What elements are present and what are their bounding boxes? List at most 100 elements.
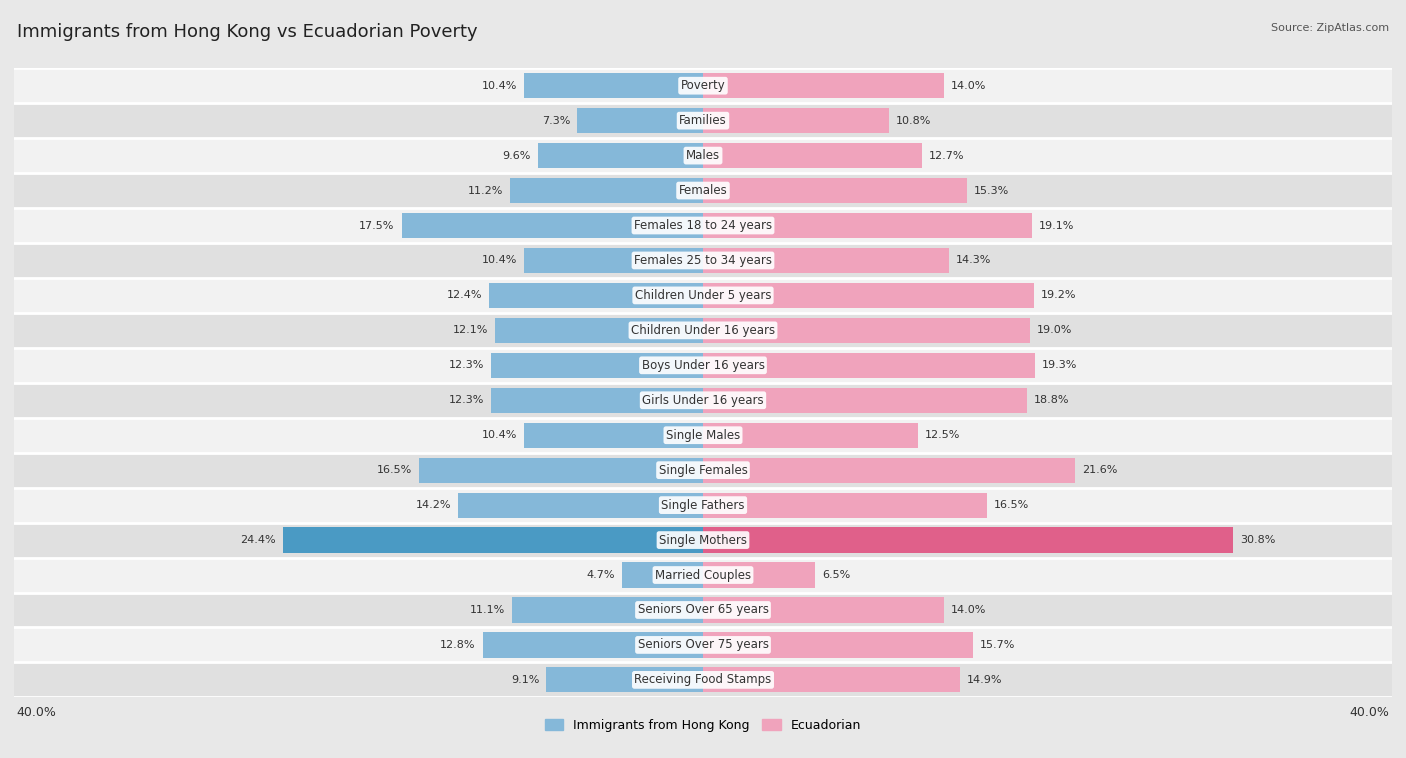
Bar: [547, 667, 703, 693]
Text: 14.3%: 14.3%: [956, 255, 991, 265]
Bar: [14, 383, 1392, 418]
Text: Females 25 to 34 years: Females 25 to 34 years: [634, 254, 772, 267]
Bar: [524, 248, 703, 273]
Text: 19.2%: 19.2%: [1040, 290, 1076, 300]
Bar: [512, 597, 703, 622]
Bar: [703, 108, 889, 133]
Text: Source: ZipAtlas.com: Source: ZipAtlas.com: [1271, 23, 1389, 33]
Bar: [578, 108, 703, 133]
Text: Single Males: Single Males: [666, 429, 740, 442]
Text: 15.7%: 15.7%: [980, 640, 1015, 650]
Bar: [703, 458, 1076, 483]
Bar: [489, 283, 703, 308]
Bar: [621, 562, 703, 587]
Text: 40.0%: 40.0%: [17, 706, 56, 719]
Bar: [14, 138, 1392, 173]
Bar: [14, 278, 1392, 313]
Text: 12.4%: 12.4%: [447, 290, 482, 300]
Bar: [14, 313, 1392, 348]
Text: 12.7%: 12.7%: [928, 151, 965, 161]
Text: Receiving Food Stamps: Receiving Food Stamps: [634, 673, 772, 687]
Bar: [14, 453, 1392, 487]
Bar: [14, 522, 1392, 558]
Text: 10.4%: 10.4%: [482, 255, 517, 265]
Text: 11.2%: 11.2%: [468, 186, 503, 196]
Bar: [14, 628, 1392, 662]
Text: Children Under 16 years: Children Under 16 years: [631, 324, 775, 337]
Text: 12.1%: 12.1%: [453, 325, 488, 335]
Bar: [703, 493, 987, 518]
Bar: [703, 667, 960, 693]
Bar: [491, 352, 703, 378]
Bar: [703, 283, 1033, 308]
Text: 12.3%: 12.3%: [449, 360, 484, 371]
Bar: [482, 632, 703, 657]
Text: 14.9%: 14.9%: [966, 675, 1002, 685]
Text: Seniors Over 65 years: Seniors Over 65 years: [637, 603, 769, 616]
Text: Families: Families: [679, 114, 727, 127]
Bar: [14, 593, 1392, 628]
Bar: [524, 423, 703, 448]
Bar: [14, 243, 1392, 278]
Text: 4.7%: 4.7%: [586, 570, 616, 580]
Text: 16.5%: 16.5%: [994, 500, 1029, 510]
Text: 10.8%: 10.8%: [896, 116, 931, 126]
Text: 12.8%: 12.8%: [440, 640, 475, 650]
Text: Boys Under 16 years: Boys Under 16 years: [641, 359, 765, 372]
Text: 9.6%: 9.6%: [502, 151, 531, 161]
Bar: [458, 493, 703, 518]
Text: 24.4%: 24.4%: [240, 535, 276, 545]
Bar: [14, 68, 1392, 103]
Bar: [703, 597, 945, 622]
Text: 10.4%: 10.4%: [482, 80, 517, 91]
Bar: [14, 558, 1392, 593]
Text: Girls Under 16 years: Girls Under 16 years: [643, 393, 763, 407]
Bar: [703, 387, 1026, 413]
Bar: [703, 178, 966, 203]
Text: 30.8%: 30.8%: [1240, 535, 1275, 545]
Bar: [537, 143, 703, 168]
Text: 14.0%: 14.0%: [950, 80, 987, 91]
Bar: [14, 662, 1392, 697]
Bar: [703, 73, 945, 99]
Bar: [14, 348, 1392, 383]
Text: 19.1%: 19.1%: [1039, 221, 1074, 230]
Bar: [402, 213, 703, 238]
Text: Poverty: Poverty: [681, 79, 725, 92]
Text: 12.3%: 12.3%: [449, 395, 484, 406]
Bar: [703, 352, 1035, 378]
Bar: [283, 528, 703, 553]
Bar: [703, 423, 918, 448]
Bar: [14, 487, 1392, 522]
Text: 11.1%: 11.1%: [470, 605, 505, 615]
Text: Single Mothers: Single Mothers: [659, 534, 747, 547]
Text: Immigrants from Hong Kong vs Ecuadorian Poverty: Immigrants from Hong Kong vs Ecuadorian …: [17, 23, 478, 41]
Bar: [703, 562, 815, 587]
Bar: [495, 318, 703, 343]
Text: 9.1%: 9.1%: [510, 675, 540, 685]
Bar: [703, 143, 922, 168]
Bar: [703, 213, 1032, 238]
Text: Seniors Over 75 years: Seniors Over 75 years: [637, 638, 769, 651]
Text: 10.4%: 10.4%: [482, 431, 517, 440]
Bar: [419, 458, 703, 483]
Text: Females 18 to 24 years: Females 18 to 24 years: [634, 219, 772, 232]
Bar: [703, 318, 1031, 343]
Text: 40.0%: 40.0%: [1350, 706, 1389, 719]
Text: Males: Males: [686, 149, 720, 162]
Text: 19.0%: 19.0%: [1038, 325, 1073, 335]
Bar: [491, 387, 703, 413]
Text: Single Fathers: Single Fathers: [661, 499, 745, 512]
Text: Single Females: Single Females: [658, 464, 748, 477]
Text: 21.6%: 21.6%: [1083, 465, 1118, 475]
Text: 15.3%: 15.3%: [973, 186, 1008, 196]
Text: Children Under 5 years: Children Under 5 years: [634, 289, 772, 302]
Text: 17.5%: 17.5%: [360, 221, 395, 230]
Bar: [510, 178, 703, 203]
Bar: [703, 632, 973, 657]
Text: Married Couples: Married Couples: [655, 568, 751, 581]
Text: 7.3%: 7.3%: [541, 116, 571, 126]
Text: 18.8%: 18.8%: [1033, 395, 1069, 406]
Legend: Immigrants from Hong Kong, Ecuadorian: Immigrants from Hong Kong, Ecuadorian: [540, 713, 866, 737]
Text: Females: Females: [679, 184, 727, 197]
